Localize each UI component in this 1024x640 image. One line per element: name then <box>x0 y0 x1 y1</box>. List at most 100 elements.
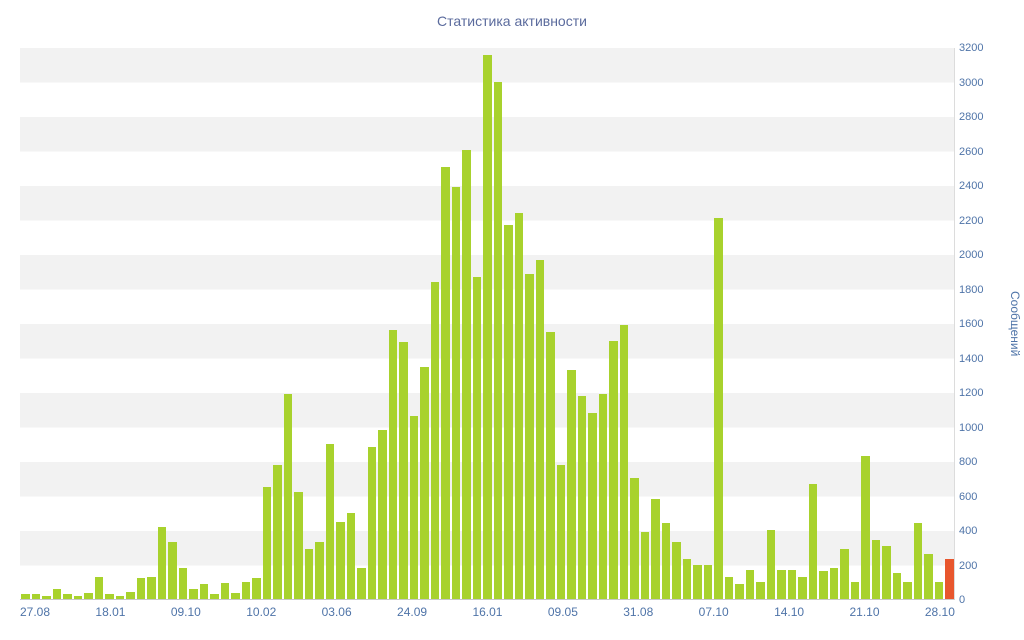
bar <box>598 394 607 599</box>
bar <box>556 464 565 599</box>
bar <box>514 213 523 599</box>
chart-title: Статистика активности <box>437 13 587 29</box>
bar <box>724 576 733 599</box>
bar <box>105 593 114 599</box>
bar <box>850 581 859 599</box>
y-tick-label: 3000 <box>959 76 984 89</box>
bar <box>829 568 838 599</box>
y-tick-label: 2000 <box>959 249 984 261</box>
bar <box>577 395 586 599</box>
y-axis-title: Сообщений <box>1008 291 1022 357</box>
x-tick-label: 28.10 <box>924 605 955 619</box>
y-tick-label: 1000 <box>959 421 984 434</box>
bar <box>378 430 387 599</box>
y-tick-label: 1600 <box>959 318 984 330</box>
x-tick-label: 21.10 <box>849 605 880 619</box>
bar <box>336 521 345 599</box>
bar <box>640 531 649 599</box>
bar <box>651 499 660 599</box>
bar <box>63 593 72 599</box>
bar <box>115 595 124 599</box>
bar <box>493 82 502 599</box>
bar <box>231 592 240 599</box>
bar <box>147 576 156 599</box>
x-tick-label: 09.05 <box>547 605 578 619</box>
bar <box>399 342 408 599</box>
bar <box>546 332 555 599</box>
bar <box>178 568 187 599</box>
bar <box>325 444 334 599</box>
x-tick-label: 16.01 <box>472 605 503 619</box>
y-tick-label: 600 <box>959 490 978 503</box>
bar <box>441 166 450 599</box>
bar <box>388 330 397 599</box>
bar <box>451 187 460 599</box>
y-tick-label: 0 <box>959 594 966 606</box>
bar <box>913 523 922 599</box>
bar <box>220 582 229 599</box>
x-tick-label: 03.06 <box>321 605 352 619</box>
bar <box>262 487 271 599</box>
bar <box>903 581 912 599</box>
x-tick-label: 07.10 <box>698 605 729 619</box>
bar <box>42 595 51 599</box>
bar-highlighted <box>945 559 954 599</box>
bar <box>924 554 933 599</box>
bar <box>430 282 439 599</box>
bar <box>766 530 775 599</box>
bar <box>819 571 828 599</box>
bar <box>210 593 219 599</box>
bar <box>283 394 292 599</box>
bar <box>714 218 723 599</box>
bar <box>756 581 765 599</box>
bar <box>136 578 145 599</box>
bar <box>462 149 471 599</box>
bar <box>735 583 744 599</box>
x-tick-label: 27.08 <box>20 605 51 619</box>
bar <box>84 592 93 599</box>
bar <box>472 277 481 599</box>
y-tick-label: 200 <box>959 559 978 572</box>
bar <box>357 568 366 599</box>
bar <box>934 581 943 599</box>
bar <box>693 564 702 599</box>
bar <box>126 592 135 599</box>
y-tick-label: 1400 <box>959 352 984 365</box>
x-tick-label: 10.02 <box>246 605 277 619</box>
bar <box>346 512 355 599</box>
y-axis-tick-labels: 0 200 400 600 800 1000 1200 1400 1600 1800 2000 220… <box>959 42 1003 606</box>
bar <box>630 478 639 599</box>
y-tick-label: 2400 <box>959 180 984 192</box>
bar <box>777 569 786 599</box>
y-tick-label: 2600 <box>959 145 984 158</box>
bar <box>567 370 576 599</box>
bar <box>241 581 250 599</box>
bar <box>315 542 324 599</box>
bar <box>787 569 796 599</box>
bar <box>861 456 870 599</box>
y-tick-label: 800 <box>959 456 978 468</box>
bar <box>252 578 261 599</box>
bar <box>52 588 61 599</box>
bar <box>609 340 618 599</box>
bar <box>157 526 166 599</box>
y-tick-label: 2800 <box>959 111 984 123</box>
bar <box>199 583 208 599</box>
bar <box>840 549 849 599</box>
bar <box>94 576 103 599</box>
bar <box>682 559 691 599</box>
bar <box>882 545 891 599</box>
bar <box>892 573 901 599</box>
x-tick-label: 18.01 <box>95 605 126 619</box>
y-tick-label: 2200 <box>959 214 984 227</box>
bar <box>304 549 313 599</box>
bar <box>672 542 681 599</box>
bar <box>21 593 30 599</box>
bar <box>73 595 82 599</box>
bar <box>168 542 177 599</box>
bar <box>661 523 670 599</box>
bar <box>273 464 282 599</box>
y-tick-label: 400 <box>959 525 978 537</box>
x-tick-label: 09.10 <box>170 605 201 619</box>
